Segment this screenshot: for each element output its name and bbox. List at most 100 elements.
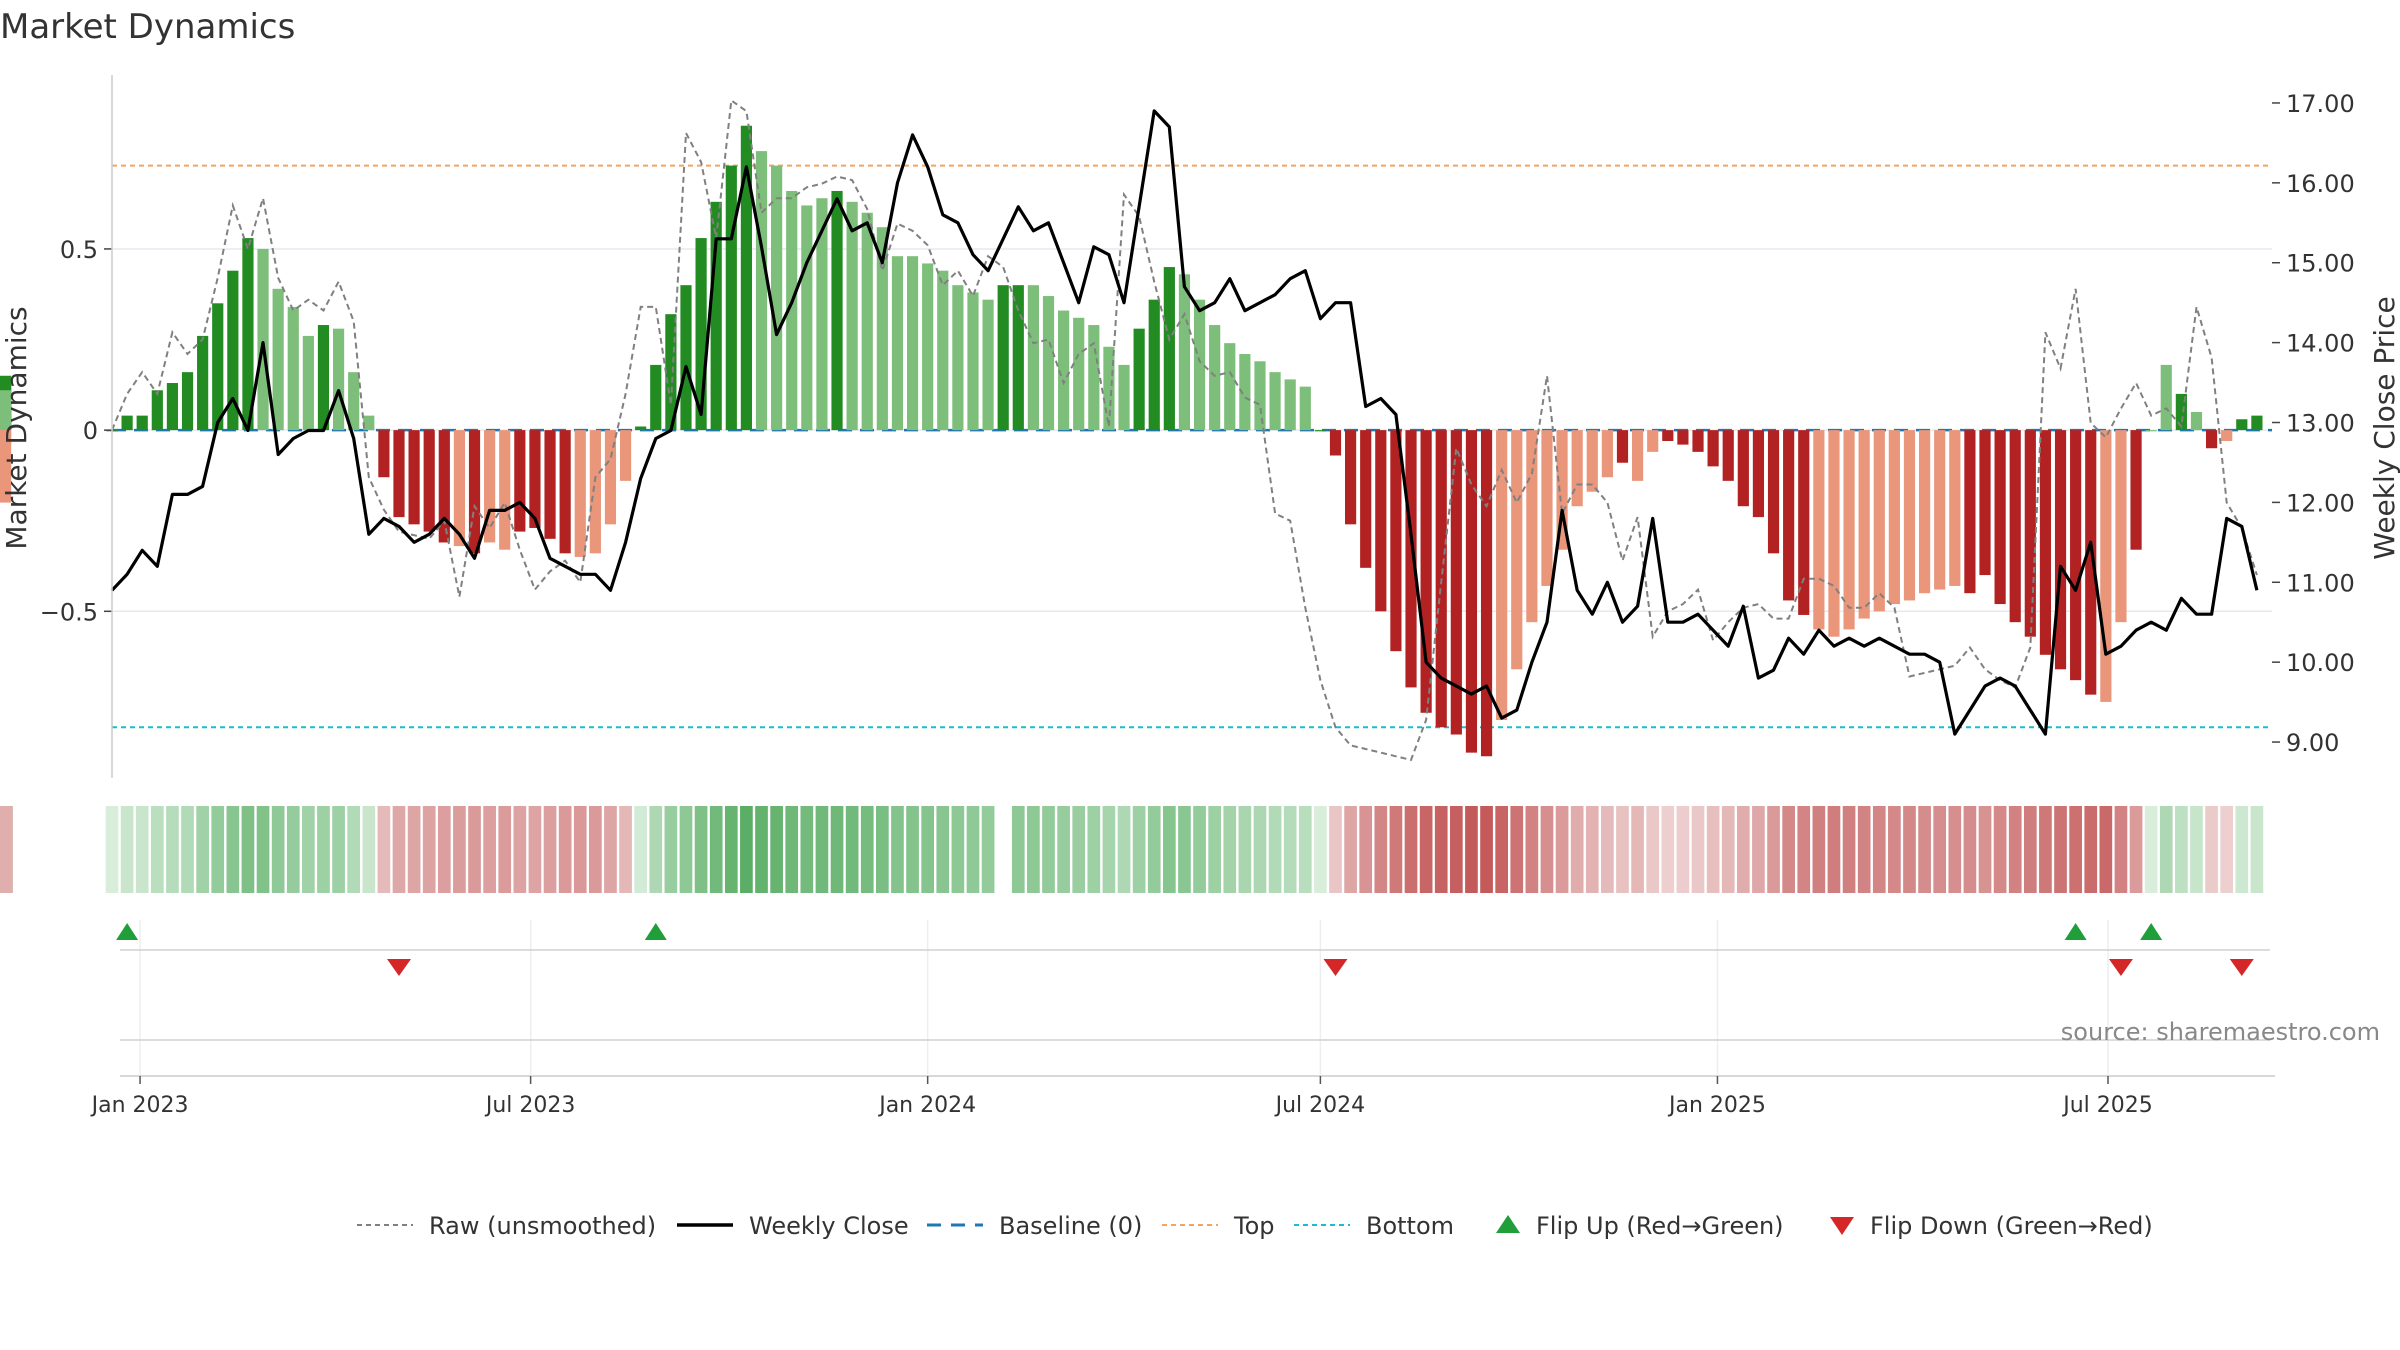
- dynamics-bar: [453, 430, 466, 547]
- dynamics-bar: [922, 263, 934, 431]
- heatmap-cell: [1087, 806, 1101, 893]
- dynamics-bar: [1193, 299, 1206, 431]
- dynamics-bar: [786, 190, 798, 431]
- y-tick-label-right: 11.00: [2286, 569, 2355, 597]
- heatmap-cell: [135, 806, 149, 893]
- heatmap-cell: [1253, 806, 1267, 893]
- dynamics-bar: [1979, 430, 1991, 576]
- dynamics-bar: [2221, 430, 2233, 441]
- dynamics-bar: [1964, 430, 1976, 594]
- dynamics-bar: [1345, 430, 1357, 525]
- heatmap-cell: [0, 806, 13, 893]
- heatmap-cell: [1585, 806, 1599, 893]
- heatmap-cell: [1601, 806, 1614, 893]
- heatmap-cell: [1283, 806, 1297, 893]
- dynamics-bar: [2160, 364, 2172, 431]
- dynamics-bar: [967, 292, 979, 431]
- heatmap-cell: [860, 806, 874, 893]
- y-tick-label-right: 14.00: [2286, 330, 2355, 358]
- heatmap-cell: [664, 806, 678, 893]
- dynamics-bar: [468, 430, 481, 554]
- heatmap-cell: [815, 806, 829, 893]
- flip-up-marker: [644, 923, 667, 940]
- dynamics-bar: [1783, 430, 1795, 601]
- heatmap-cell: [1812, 806, 1826, 893]
- raw-unsmoothed-line: [111, 98, 2258, 762]
- dynamics-bar: [997, 285, 1009, 431]
- heatmap-cell: [1193, 806, 1206, 893]
- dynamics-bar: [1511, 430, 1523, 670]
- heatmap-cell: [1782, 806, 1795, 893]
- dynamics-bar: [1722, 430, 1734, 481]
- dynamics-bar: [665, 314, 677, 431]
- heatmap-cell: [1223, 806, 1237, 893]
- heatmap-cell: [1570, 806, 1584, 893]
- heatmap-cell: [271, 806, 285, 893]
- heatmap-cell: [2069, 806, 2082, 893]
- dynamics-bar: [1662, 430, 1674, 441]
- heatmap-cell: [785, 806, 799, 893]
- dynamics-bar: [2070, 430, 2082, 681]
- dynamics-bar: [650, 364, 662, 431]
- heatmap-cell: [196, 806, 209, 893]
- heatmap-cell: [1465, 806, 1478, 893]
- heatmap-cell: [1389, 806, 1403, 893]
- dynamics-bar: [1073, 317, 1085, 431]
- dynamics-bar: [1103, 346, 1115, 431]
- heatmap-cell: [241, 806, 255, 893]
- dynamics-bar: [317, 325, 330, 431]
- heatmap-cell: [347, 806, 361, 893]
- dynamics-bar: [136, 415, 148, 431]
- heatmap-cell: [589, 806, 602, 893]
- dynamics-bar: [1163, 267, 1175, 431]
- dynamics-bar: [1647, 430, 1659, 452]
- dynamics-bar: [2115, 430, 2127, 623]
- heatmap-cell: [906, 806, 919, 893]
- legend-item: Flip Up (Red→Green): [1496, 1212, 1784, 1240]
- heatmap-cell: [1706, 806, 1720, 893]
- heatmap-cell: [755, 806, 768, 893]
- legend-item: Baseline (0): [927, 1212, 1142, 1240]
- dynamics-bar: [589, 430, 601, 554]
- dynamics-bar: [1209, 325, 1221, 431]
- dynamics-bar: [484, 430, 496, 543]
- dynamics-bar: [166, 383, 179, 431]
- dynamics-bar: [635, 426, 647, 431]
- dynamics-bar: [1254, 361, 1266, 431]
- dynamics-bar: [740, 125, 752, 431]
- heatmap-cell: [966, 806, 980, 893]
- dynamics-bar: [227, 270, 239, 431]
- dynamics-bar: [1405, 430, 1417, 688]
- y-tick-label-left: 0: [83, 417, 98, 445]
- dynamics-bar: [1813, 430, 1825, 630]
- legend: Raw (unsmoothed) Weekly Close Baseline (0)…: [357, 1212, 2153, 1240]
- heatmap-cell: [1872, 806, 1886, 893]
- dynamics-bar: [574, 430, 586, 557]
- dynamics-bar: [1465, 430, 1478, 753]
- y-tick-label-right: 12.00: [2286, 489, 2355, 517]
- heatmap-cell: [2023, 806, 2037, 893]
- heatmap-cell: [936, 806, 950, 893]
- dynamics-bar: [1420, 430, 1432, 713]
- dynamics-bar: [1269, 372, 1281, 431]
- heatmap-cell: [604, 806, 617, 893]
- heatmap-cell: [2084, 806, 2098, 893]
- dynamics-bar: [2190, 412, 2203, 431]
- source-note: source: sharemaestro.com: [2061, 1018, 2380, 1046]
- dynamics-bar: [725, 165, 737, 431]
- dynamics-bar: [1178, 274, 1191, 431]
- x-tick-label: Jul 2025: [2061, 1093, 2153, 1118]
- heatmap-cell: [1616, 806, 1629, 893]
- heatmap-cell: [150, 806, 164, 893]
- heatmap-cell: [634, 806, 648, 893]
- dynamics-bar: [378, 430, 390, 478]
- heatmap-cell: [1449, 806, 1463, 893]
- legend-label: Flip Up (Red→Green): [1536, 1212, 1784, 1240]
- legend-item: Raw (unsmoothed): [357, 1212, 656, 1240]
- heatmap-cell: [1027, 806, 1040, 893]
- heatmap-cell: [2114, 806, 2128, 893]
- heatmap-cell: [422, 806, 436, 893]
- heatmap-cell: [800, 806, 814, 893]
- heatmap-cell: [1314, 806, 1327, 893]
